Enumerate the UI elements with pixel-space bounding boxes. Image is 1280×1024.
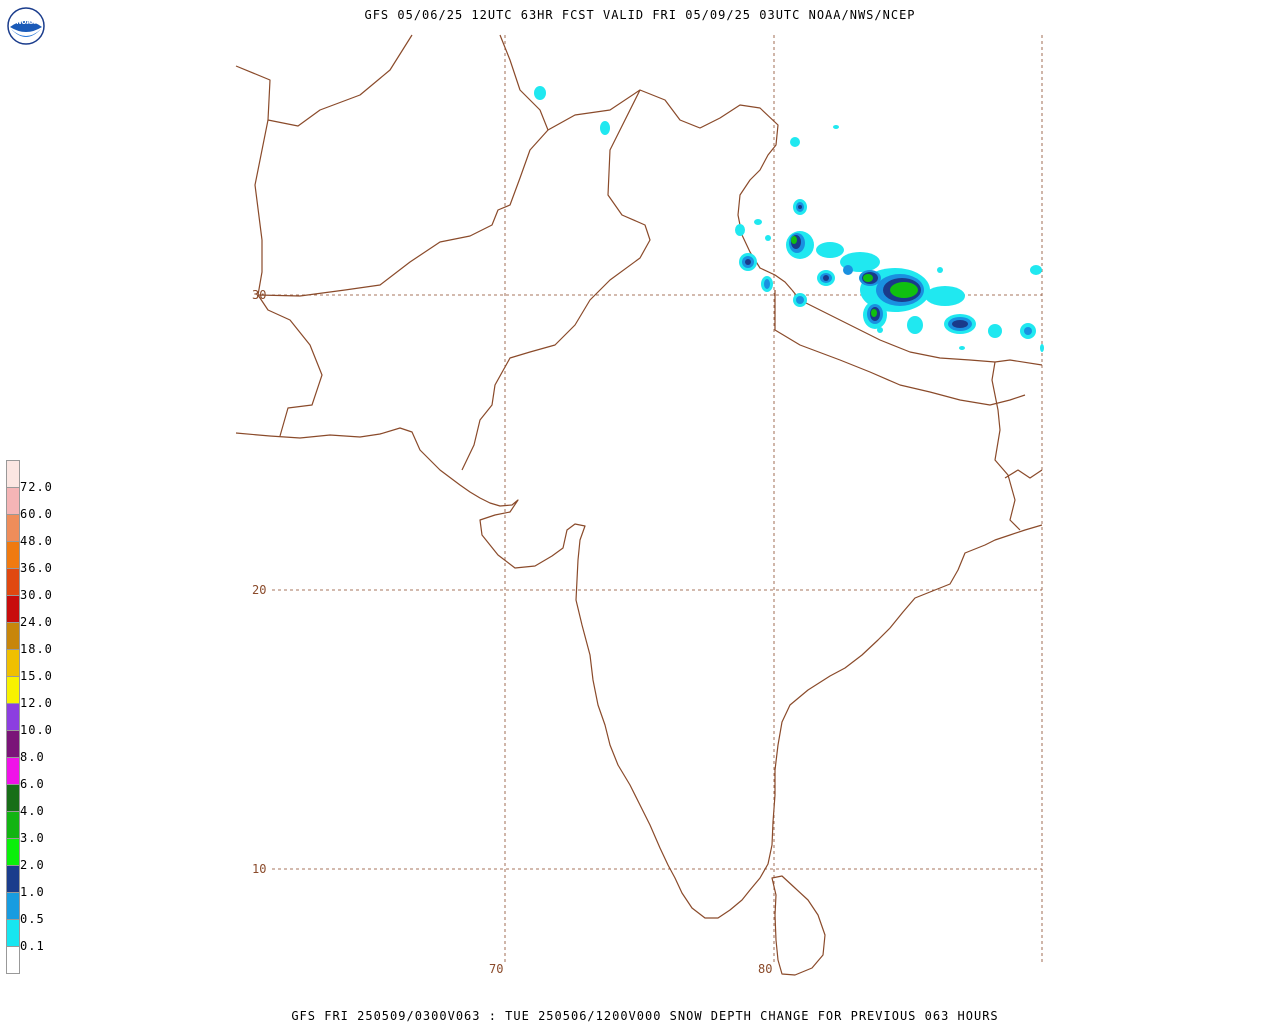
grid-labels: 30 20 10 70 80 bbox=[252, 288, 772, 976]
snow-depth-contours bbox=[534, 86, 1044, 352]
east-border bbox=[1004, 469, 1043, 479]
snow-light-cyan bbox=[534, 86, 1044, 352]
legend-swatch bbox=[6, 542, 20, 569]
legend-swatch bbox=[6, 839, 20, 866]
legend-swatch bbox=[6, 704, 20, 731]
legend-label: 8.0 bbox=[20, 750, 45, 764]
legend-swatch bbox=[6, 460, 20, 488]
legend-swatch bbox=[6, 920, 20, 947]
legend-swatch bbox=[6, 677, 20, 704]
noaa-logo-icon: NOAA bbox=[7, 7, 45, 45]
legend-swatch bbox=[6, 488, 20, 515]
coastlines-borders bbox=[235, 34, 1043, 976]
legend-swatch bbox=[6, 515, 20, 542]
lat-label-20: 20 bbox=[252, 583, 266, 597]
nepal-border bbox=[791, 289, 1043, 366]
lat-label-10: 10 bbox=[252, 862, 266, 876]
lon-label-80: 80 bbox=[758, 962, 772, 976]
sri-lanka-outline bbox=[771, 875, 826, 976]
india-coastline bbox=[235, 427, 1043, 919]
legend-label: 0.5 bbox=[20, 912, 45, 926]
afghan-border bbox=[254, 119, 323, 437]
legend-label: 72.0 bbox=[20, 480, 53, 494]
map-caption: GFS FRI 250509/0300V063 : TUE 250506/120… bbox=[291, 1009, 999, 1023]
snow-green bbox=[791, 236, 918, 317]
map-title: GFS 05/06/25 12UTC 63HR FCST VALID FRI 0… bbox=[364, 8, 916, 22]
legend-swatch bbox=[6, 866, 20, 893]
legend-swatch bbox=[6, 758, 20, 785]
legend-label: 24.0 bbox=[20, 615, 53, 629]
legend-label: 18.0 bbox=[20, 642, 53, 656]
pakistan-border bbox=[235, 34, 413, 127]
bangladesh-border bbox=[991, 361, 1021, 531]
legend-label: 1.0 bbox=[20, 885, 45, 899]
legend-label: 0.1 bbox=[20, 939, 45, 953]
snow-mid-blue bbox=[742, 202, 1032, 335]
lat-lon-grid bbox=[272, 35, 1043, 965]
lon-label-70: 70 bbox=[489, 962, 503, 976]
legend-label: 4.0 bbox=[20, 804, 45, 818]
legend-swatch bbox=[6, 785, 20, 812]
legend-label: 12.0 bbox=[20, 696, 53, 710]
legend-swatch bbox=[6, 893, 20, 920]
legend-swatch bbox=[6, 623, 20, 650]
india-pak-south-border bbox=[461, 89, 651, 471]
legend-swatch bbox=[6, 947, 20, 974]
svg-text:NOAA: NOAA bbox=[16, 19, 36, 26]
legend-swatch bbox=[6, 569, 20, 596]
legend-label: 30.0 bbox=[20, 588, 53, 602]
legend-label: 48.0 bbox=[20, 534, 53, 548]
legend-swatch bbox=[6, 812, 20, 839]
legend-swatch bbox=[6, 731, 20, 758]
color-scale-legend bbox=[6, 460, 20, 974]
legend-label: 3.0 bbox=[20, 831, 45, 845]
legend-label: 10.0 bbox=[20, 723, 53, 737]
legend-label: 15.0 bbox=[20, 669, 53, 683]
legend-label: 6.0 bbox=[20, 777, 45, 791]
legend-label: 2.0 bbox=[20, 858, 45, 872]
legend-swatch bbox=[6, 650, 20, 677]
legend-label: 36.0 bbox=[20, 561, 53, 575]
legend-label: 60.0 bbox=[20, 507, 53, 521]
legend-swatch bbox=[6, 596, 20, 623]
pak-iran-border bbox=[257, 34, 549, 297]
